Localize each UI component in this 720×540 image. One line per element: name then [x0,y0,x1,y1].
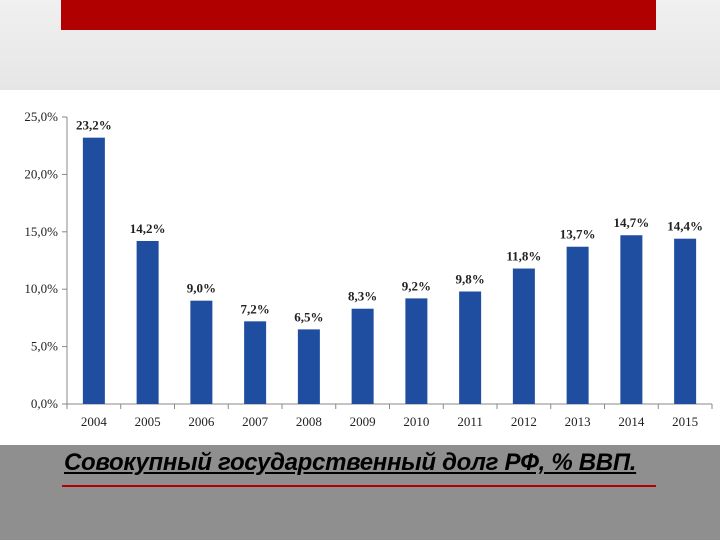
data-label: 9,8% [456,271,485,286]
x-tick-label: 2011 [457,414,483,429]
caption-band [0,445,720,540]
x-tick-label: 2010 [403,414,429,429]
data-label: 11,8% [506,249,541,264]
bar [82,137,105,404]
y-tick-label: 15,0% [24,224,58,239]
bar [136,240,159,404]
x-tick-label: 2007 [242,414,269,429]
bar [512,268,535,404]
data-label: 8,3% [348,289,377,304]
bar [190,300,213,404]
data-label: 14,7% [614,215,650,230]
x-tick-label: 2005 [135,414,161,429]
data-label: 9,0% [187,281,216,296]
x-tick-label: 2006 [188,414,215,429]
y-tick-label: 20,0% [24,166,58,181]
title-bar [61,0,656,30]
x-tick-label: 2012 [511,414,537,429]
bar [566,246,589,404]
y-tick-label: 10,0% [24,281,58,296]
bar [244,321,267,404]
bar [405,298,428,404]
bar [351,308,374,404]
slide-caption: Совокупный государственный долг РФ, % ВВ… [64,449,637,476]
x-tick-label: 2009 [350,414,376,429]
data-label: 7,2% [241,301,270,316]
x-tick-label: 2013 [565,414,591,429]
x-tick-label: 2014 [618,414,645,429]
bar [674,238,697,404]
data-label: 14,2% [130,221,166,236]
caption-underline [62,485,656,487]
x-tick-label: 2008 [296,414,322,429]
chart-panel: 0,0% 5,0% 10,0% 15,0% 20,0% 25,0% 23,2% 2004 14,… [0,90,720,445]
data-label: 13,7% [560,227,596,242]
y-tick-label: 5,0% [31,339,58,354]
bar-chart: 0,0% 5,0% 10,0% 15,0% 20,0% 25,0% 23,2% 2004 14,… [24,109,713,429]
data-label: 14,4% [667,219,703,234]
bar [459,291,482,404]
bar [297,329,320,404]
bar [620,235,643,404]
x-tick-label: 2015 [672,414,698,429]
data-label: 6,5% [294,309,323,324]
x-tick-label: 2004 [81,414,108,429]
data-label: 23,2% [76,118,112,133]
y-tick-label: 0,0% [31,396,58,411]
data-label: 9,2% [402,278,431,293]
y-tick-label: 25,0% [24,109,58,124]
